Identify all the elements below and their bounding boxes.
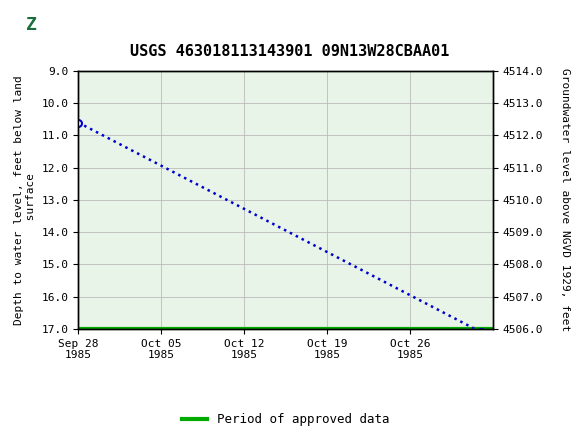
Y-axis label: Groundwater level above NGVD 1929, feet: Groundwater level above NGVD 1929, feet: [560, 68, 570, 332]
Text: Z: Z: [27, 16, 37, 34]
Bar: [6, 5, 64, 46]
Legend: Period of approved data: Period of approved data: [177, 408, 394, 430]
Text: USGS: USGS: [81, 16, 125, 34]
Y-axis label: Depth to water level, feet below land
 surface: Depth to water level, feet below land su…: [14, 75, 36, 325]
Text: USGS 463018113143901 09N13W28CBAA01: USGS 463018113143901 09N13W28CBAA01: [130, 44, 450, 59]
